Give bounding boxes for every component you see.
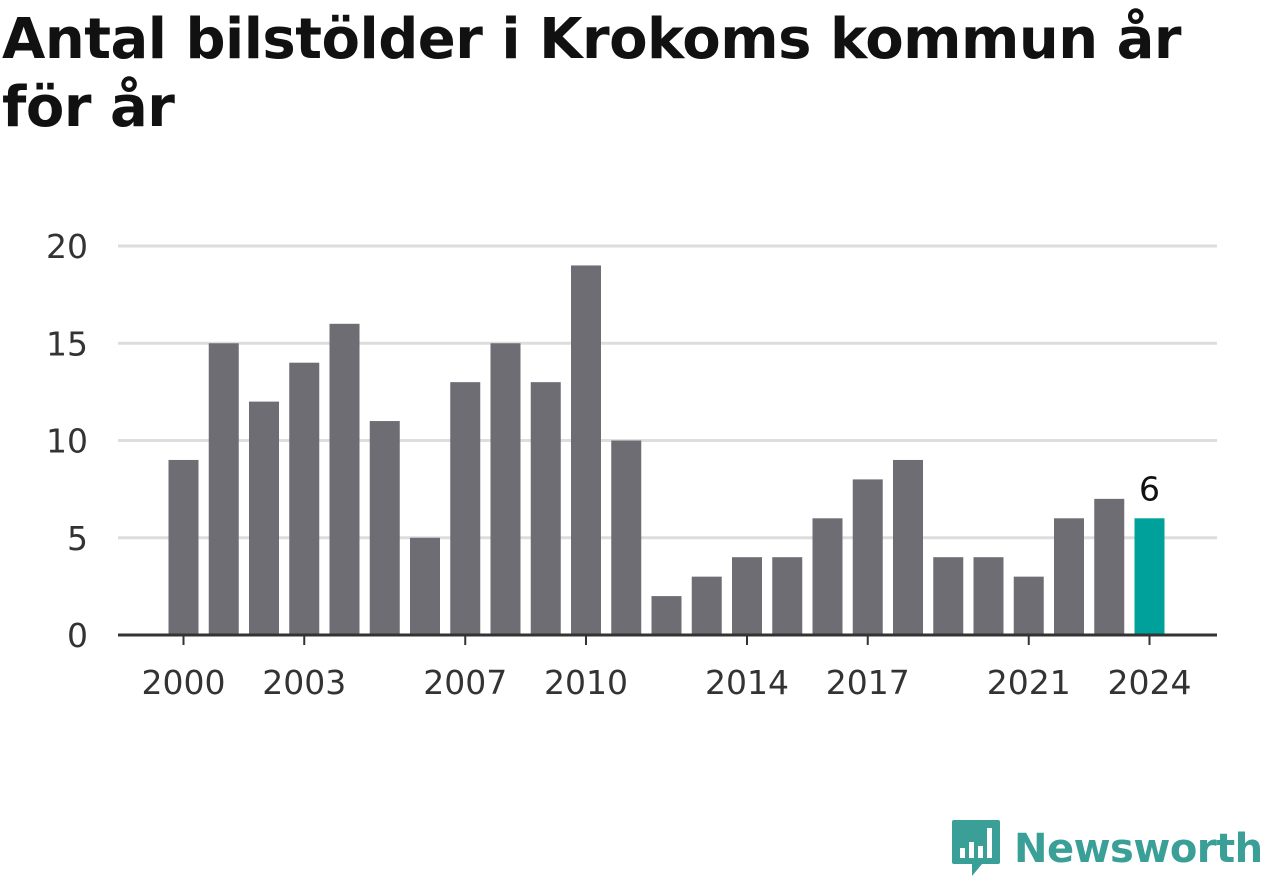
bar-2018 (893, 459, 923, 635)
bar-2012 (651, 596, 682, 635)
bar-2001 (208, 343, 239, 635)
x-tick-label-2024: 2024 (1108, 663, 1192, 702)
x-axis (118, 633, 1217, 645)
bar-2009 (530, 382, 561, 635)
bar-2010 (571, 265, 601, 635)
y-axis-tick-labels: 0 5 10 15 20 (46, 227, 88, 655)
bar-2022 (1054, 518, 1084, 635)
bar-2023 (1094, 498, 1125, 635)
bar-2008 (490, 343, 521, 635)
bar-2002 (249, 401, 279, 635)
bar-2024 (1134, 518, 1165, 635)
bar-2007 (450, 382, 481, 635)
chart-title: Antal bilstölder i Krokoms kommun år för… (2, 7, 1182, 140)
bar-2003 (289, 362, 320, 635)
x-tick-label-2003: 2003 (262, 663, 346, 702)
y-tick-label-20: 20 (46, 227, 88, 266)
brand-name: Newsworthy (1014, 826, 1262, 872)
y-tick-label-15: 15 (46, 324, 88, 363)
data-labels: 6 (1139, 469, 1160, 508)
bar-2015 (772, 557, 803, 635)
y-tick-label-10: 10 (46, 422, 88, 461)
x-tick-label-2014: 2014 (705, 663, 789, 702)
y-tick-label-0: 0 (67, 616, 88, 655)
x-tick-label-2010: 2010 (544, 663, 628, 702)
chat-bubble-bar-chart-icon (952, 820, 1000, 876)
x-tick-label-2000: 2000 (142, 663, 226, 702)
gridlines (118, 244, 1217, 540)
x-axis-tick-labels: 2000 2003 2007 2010 2014 2017 2021 2024 (142, 663, 1192, 702)
y-tick-label-5: 5 (67, 519, 88, 558)
bar-2020 (973, 557, 1004, 635)
bar-2016 (812, 518, 843, 635)
bar-2014 (732, 557, 762, 635)
bar-2017 (852, 479, 883, 635)
data-label-2024: 6 (1139, 469, 1160, 508)
bar-2011 (611, 440, 642, 635)
x-tick-label-2017: 2017 (826, 663, 910, 702)
bar-2000 (168, 459, 199, 635)
bar-2021 (1013, 576, 1044, 635)
bar-2013 (691, 576, 722, 635)
x-tick-label-2007: 2007 (423, 663, 507, 702)
bars (168, 265, 1165, 635)
bar-2006 (410, 537, 440, 635)
bar-2004 (329, 323, 360, 635)
newsworthy-logo: Newsworthy (950, 818, 1262, 880)
x-tick-label-2021: 2021 (987, 663, 1071, 702)
bar-2019 (933, 557, 964, 635)
bar-2005 (369, 421, 400, 635)
